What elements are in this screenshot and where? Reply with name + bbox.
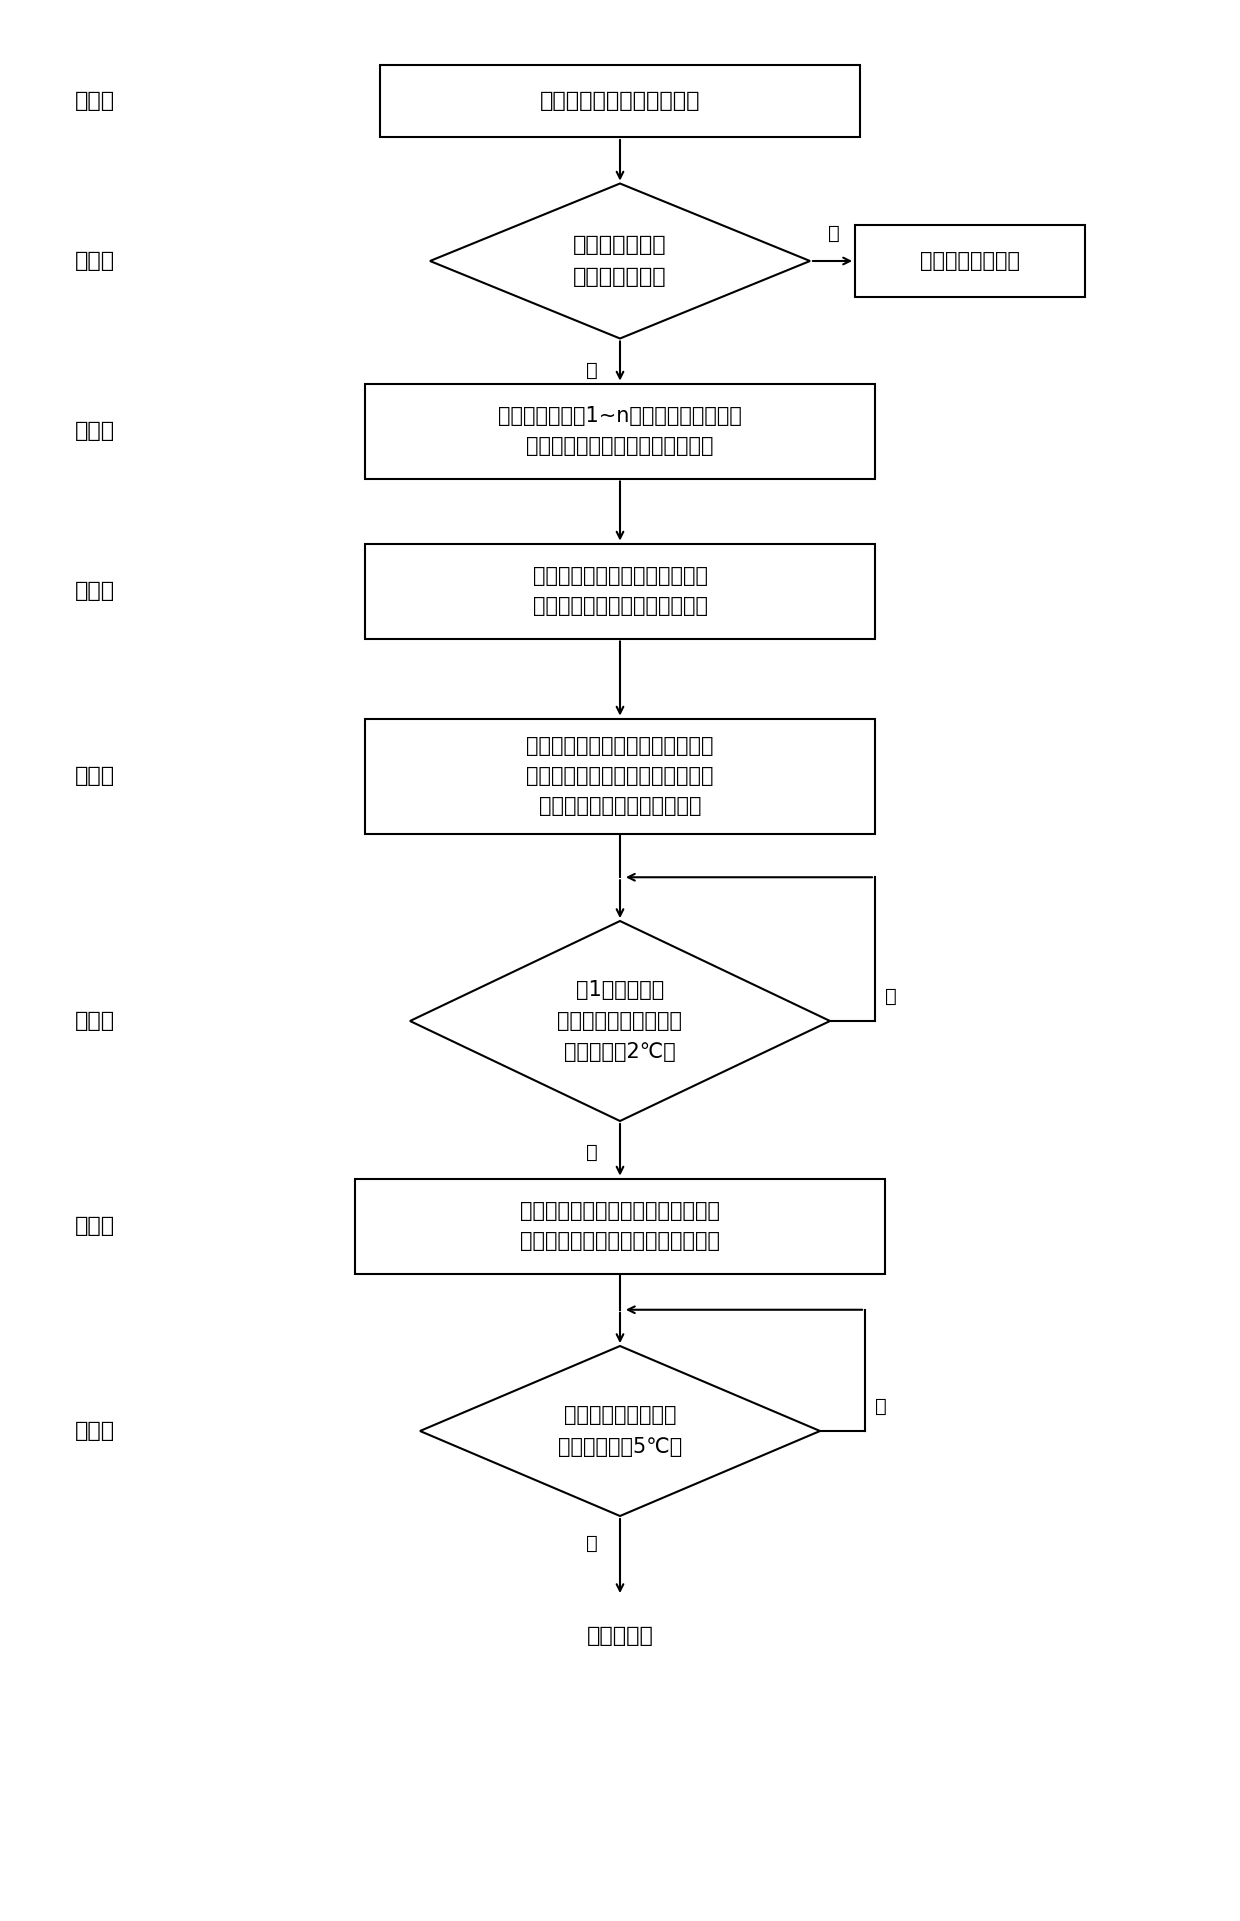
Text: 在1分钟内每个
室内机盘管温度的变化
范围都小于2℃？: 在1分钟内每个 室内机盘管温度的变化 范围都小于2℃？: [558, 980, 682, 1062]
Bar: [856, 225, 1085, 298]
Bar: [355, 1178, 885, 1274]
Bar: [365, 544, 875, 638]
Polygon shape: [430, 184, 810, 338]
Text: 否: 否: [875, 1397, 887, 1416]
Text: 是: 是: [587, 1535, 598, 1552]
Text: 第五步: 第五步: [74, 766, 115, 786]
Bar: [365, 384, 875, 478]
Text: 第二步: 第二步: [74, 252, 115, 271]
Text: 第四步: 第四步: [74, 580, 115, 601]
Text: 第六步: 第六步: [74, 1010, 115, 1032]
Text: 室外机只开启一个压缩机，通过读操
作读取各个室内机的室内机盘管温度: 室外机只开启一个压缩机，通过读操 作读取各个室内机的室内机盘管温度: [520, 1201, 720, 1251]
Text: 第七步: 第七步: [74, 1216, 115, 1235]
Polygon shape: [420, 1347, 820, 1516]
Text: 是: 是: [587, 1143, 598, 1162]
Text: 是: 是: [828, 225, 839, 242]
Text: 通过广播发送命令给各室内机，使
得各室内机进入制冷模式，并开启
室内风机，但是压缩机不启动: 通过广播发送命令给各室内机，使 得各室内机进入制冷模式，并开启 室内风机，但是压…: [526, 736, 714, 816]
Text: 下接第九步: 下接第九步: [587, 1625, 653, 1646]
Bar: [379, 65, 861, 136]
Text: 否: 否: [885, 987, 897, 1007]
Text: 空调机组上电，读取存储器: 空调机组上电，读取存储器: [539, 90, 701, 111]
Text: 进入正常运行程序: 进入正常运行程序: [920, 252, 1021, 271]
Bar: [365, 718, 875, 834]
Text: 第三步: 第三步: [74, 421, 115, 442]
Text: 第八步: 第八步: [74, 1422, 115, 1441]
Text: 是否有室内机盘管温
度降低超过了5℃？: 是否有室内机盘管温 度降低超过了5℃？: [558, 1406, 682, 1456]
Polygon shape: [410, 920, 830, 1122]
Text: 室内机与室外机
压缩机已匹配？: 室内机与室外机 压缩机已匹配？: [573, 236, 667, 286]
Text: 否: 否: [587, 361, 598, 380]
Text: 第一步: 第一步: [74, 90, 115, 111]
Text: 广播发送进入运行匹配程序命令
给各室内机，进入运行匹配状态: 广播发送进入运行匹配程序命令 给各室内机，进入运行匹配状态: [532, 567, 708, 617]
Text: 搜索地址范围为1~n室内机，记录有正确
反馈数据的室内机为已连接室内机: 搜索地址范围为1~n室内机，记录有正确 反馈数据的室内机为已连接室内机: [498, 405, 742, 455]
